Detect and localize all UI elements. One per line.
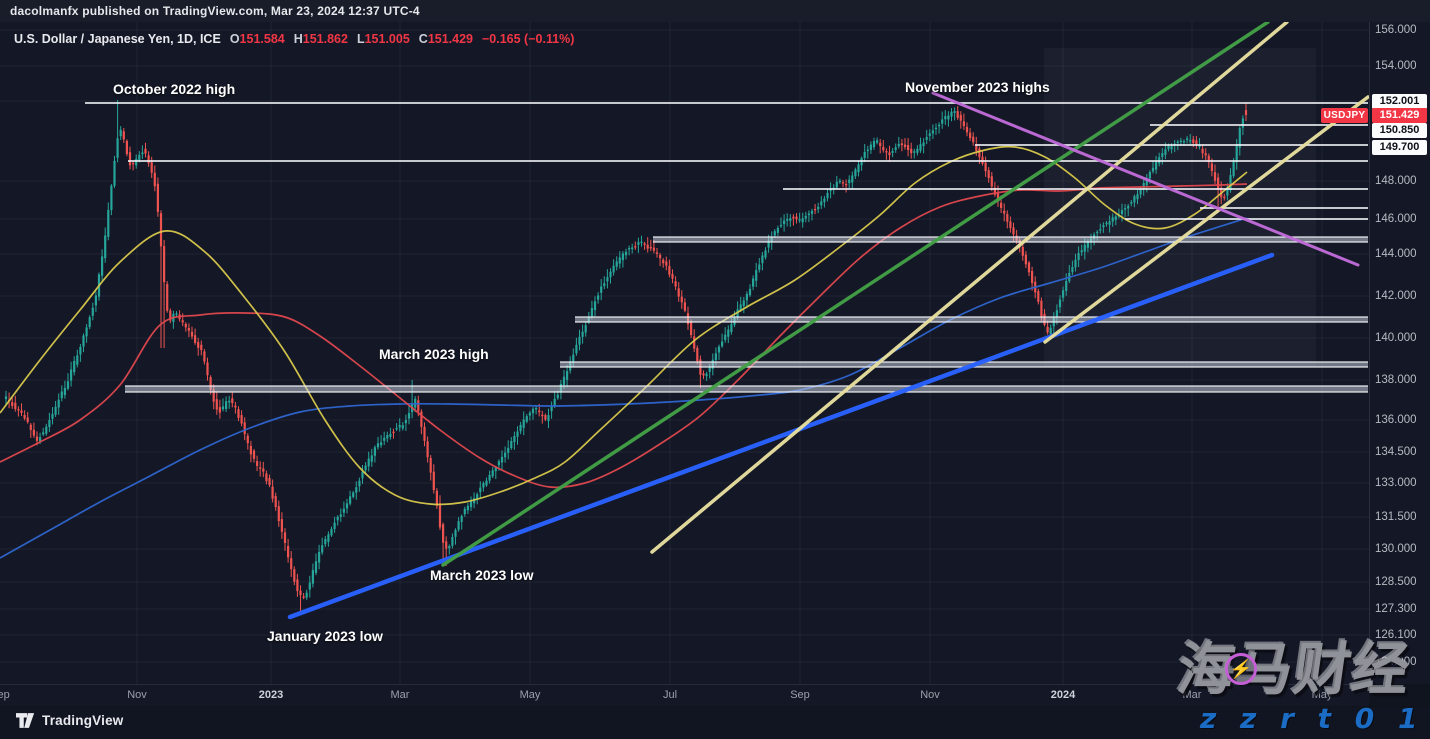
- tradingview-brand-text: TradingView: [42, 713, 124, 728]
- time-axis-label: Nov: [127, 689, 147, 701]
- tradingview-brand[interactable]: TradingView: [16, 713, 123, 728]
- time-axis-label: Sep: [790, 689, 810, 701]
- time-axis-label: Mar: [1182, 689, 1202, 701]
- price-axis-label: 156.000: [1375, 24, 1417, 36]
- time-axis-label: May: [519, 689, 541, 701]
- last-price-badge: 151.429: [1372, 107, 1427, 123]
- price-axis-label: 133.000: [1375, 477, 1417, 489]
- time-axis-label: Mar: [390, 689, 410, 701]
- chart-region: [0, 22, 1430, 684]
- time-axis-label: 2023: [258, 689, 284, 701]
- time-axis-label: Sep: [0, 689, 10, 701]
- price-axis-label: 124.900: [1375, 656, 1417, 668]
- time-axis-label: May: [1311, 689, 1333, 701]
- price-axis-label: 148.000: [1375, 175, 1417, 187]
- price-level-badge: 150.850: [1372, 122, 1427, 138]
- price-axis[interactable]: 156.000 154.000 148.000 146.000 144.000 142.0…: [1370, 22, 1430, 684]
- price-axis-label: 138.000: [1375, 374, 1417, 386]
- price-axis-label: 134.500: [1375, 446, 1417, 458]
- footer-bar: TradingView: [0, 706, 1430, 739]
- price-axis-label: 146.000: [1375, 213, 1417, 225]
- price-axis-label: 140.000: [1375, 332, 1417, 344]
- price-axis-label: 131.500: [1375, 511, 1417, 523]
- price-axis-label: 136.000: [1375, 414, 1417, 426]
- time-axis-label: Nov: [920, 689, 940, 701]
- tradingview-logo-icon: [16, 713, 35, 728]
- price-axis-label: 126.100: [1375, 629, 1417, 641]
- price-axis-label: 130.000: [1375, 543, 1417, 555]
- price-axis-label: 128.500: [1375, 576, 1417, 588]
- time-axis-label: 2024: [1050, 689, 1076, 701]
- price-axis-label: 144.000: [1375, 248, 1417, 260]
- axis-separator: [1369, 22, 1370, 684]
- publish-bar: dacolmanfx published on TradingView.com,…: [0, 0, 1430, 22]
- price-level-badge: 152.001: [1372, 93, 1427, 109]
- publish-text: dacolmanfx published on TradingView.com,…: [10, 4, 420, 18]
- time-axis-label: Jul: [662, 689, 678, 701]
- price-axis-label: 154.000: [1375, 60, 1417, 72]
- time-axis[interactable]: Sep Nov 2023 Mar May Jul Sep Nov 2024 Mar May: [0, 684, 1369, 706]
- price-axis-label: 127.300: [1375, 603, 1417, 615]
- price-axis-label: 142.000: [1375, 290, 1417, 302]
- price-level-badge: 149.700: [1372, 139, 1427, 155]
